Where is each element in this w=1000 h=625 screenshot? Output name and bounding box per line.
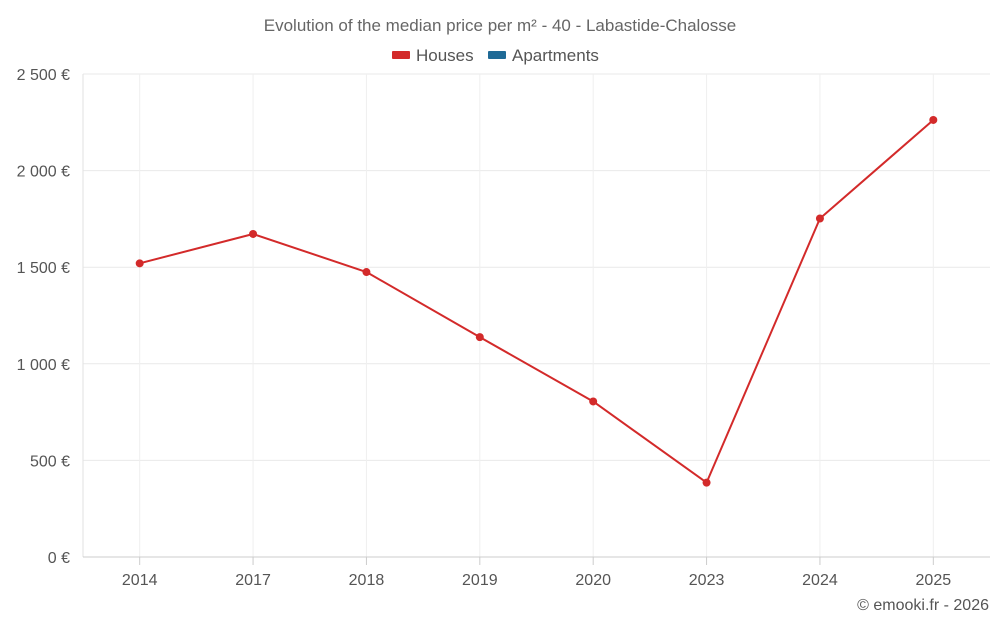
legend-item-apartments[interactable]: Apartments [488, 46, 599, 65]
y-tick-label: 2 000 € [17, 164, 70, 181]
legend-item-houses[interactable]: Houses [392, 46, 474, 65]
y-tick-label: 0 € [48, 550, 70, 567]
data-point-houses[interactable] [589, 397, 598, 406]
series-layer [135, 115, 938, 487]
x-tick-label: 2023 [689, 572, 725, 589]
x-axis-ticks: 2014 2017 2018 2019 2020 2023 2024 2025 [122, 572, 951, 589]
y-tick-label: 500 € [30, 453, 70, 470]
x-tick-label: 2024 [802, 572, 838, 589]
y-axis-ticks: 0 € 500 € 1 000 € 1 500 € 2 000 € 2 500 € [17, 67, 70, 567]
x-tick-label: 2018 [349, 572, 385, 589]
legend-label-apartments: Apartments [512, 46, 599, 65]
y-tick-label: 2 500 € [17, 67, 70, 84]
data-point-houses[interactable] [929, 115, 938, 124]
grid [83, 73, 990, 557]
legend-swatch-apartments [488, 51, 506, 59]
data-point-houses[interactable] [475, 333, 484, 342]
data-point-houses[interactable] [249, 229, 258, 238]
data-point-houses[interactable] [815, 214, 824, 223]
series-line-houses [138, 118, 935, 484]
axes [82, 74, 990, 565]
x-tick-label: 2017 [235, 572, 271, 589]
x-tick-label: 2014 [122, 572, 158, 589]
credit-text: © emooki.fr - 2026 [857, 597, 989, 614]
chart-title: Evolution of the median price per m² - 4… [264, 16, 736, 35]
x-tick-label: 2020 [575, 572, 611, 589]
data-point-houses[interactable] [362, 268, 371, 277]
legend: Houses Apartments [392, 46, 599, 65]
legend-swatch-houses [392, 51, 410, 59]
x-tick-label: 2019 [462, 572, 498, 589]
x-tick-label: 2025 [916, 572, 952, 589]
y-tick-label: 1 000 € [17, 357, 70, 374]
y-tick-label: 1 500 € [17, 260, 70, 277]
legend-label-houses: Houses [416, 46, 474, 65]
data-point-houses[interactable] [702, 478, 711, 487]
data-point-houses[interactable] [135, 259, 144, 268]
